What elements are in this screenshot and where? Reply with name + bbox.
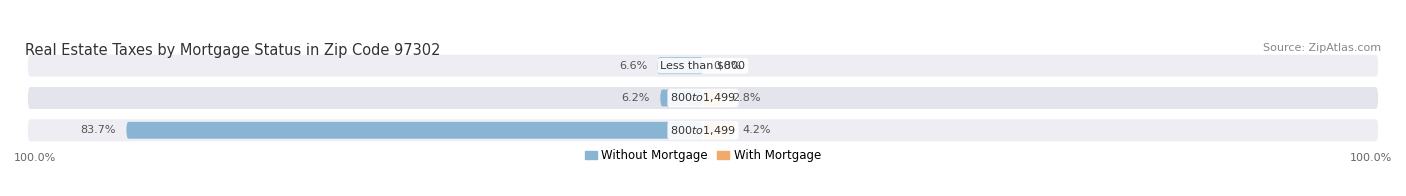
Text: 100.0%: 100.0% xyxy=(14,153,56,163)
FancyBboxPatch shape xyxy=(28,87,1378,109)
Text: Real Estate Taxes by Mortgage Status in Zip Code 97302: Real Estate Taxes by Mortgage Status in … xyxy=(25,43,440,58)
Text: 6.2%: 6.2% xyxy=(621,93,650,103)
Text: 100.0%: 100.0% xyxy=(1350,153,1392,163)
Text: $800 to $1,499: $800 to $1,499 xyxy=(671,124,735,137)
Legend: Without Mortgage, With Mortgage: Without Mortgage, With Mortgage xyxy=(581,144,825,167)
FancyBboxPatch shape xyxy=(127,122,703,139)
Text: $800 to $1,499: $800 to $1,499 xyxy=(671,92,735,104)
Text: 4.2%: 4.2% xyxy=(742,125,770,135)
FancyBboxPatch shape xyxy=(703,122,733,139)
Text: 0.0%: 0.0% xyxy=(713,61,741,71)
FancyBboxPatch shape xyxy=(28,55,1378,77)
Text: Source: ZipAtlas.com: Source: ZipAtlas.com xyxy=(1263,43,1381,53)
FancyBboxPatch shape xyxy=(703,90,723,106)
Text: 83.7%: 83.7% xyxy=(80,125,117,135)
FancyBboxPatch shape xyxy=(28,119,1378,141)
Text: 2.8%: 2.8% xyxy=(733,93,761,103)
Text: Less than $800: Less than $800 xyxy=(661,61,745,71)
FancyBboxPatch shape xyxy=(658,57,703,74)
Text: 6.6%: 6.6% xyxy=(619,61,647,71)
FancyBboxPatch shape xyxy=(661,90,703,106)
